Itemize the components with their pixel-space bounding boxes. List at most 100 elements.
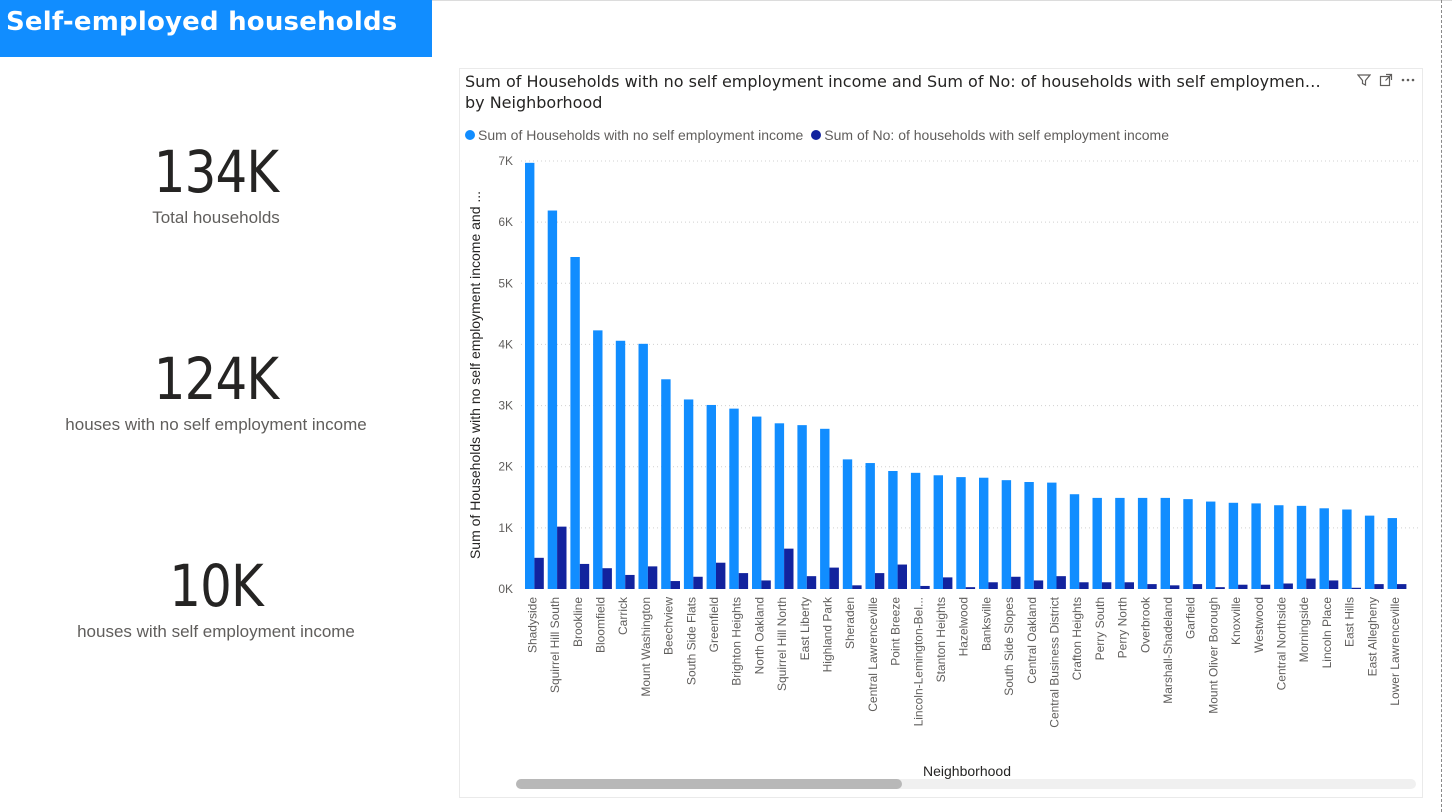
bar bbox=[988, 582, 998, 589]
x-tick-label: Lower Lawrenceville bbox=[1388, 597, 1402, 706]
bar bbox=[683, 399, 694, 589]
card-total-households[interactable]: 134K Total households bbox=[0, 140, 432, 228]
card-label: houses with no self employment income bbox=[65, 415, 367, 434]
bar bbox=[1228, 502, 1239, 589]
legend-dot-dark-blue bbox=[811, 130, 822, 140]
bar bbox=[797, 425, 807, 589]
bar bbox=[534, 557, 544, 589]
chart-visual[interactable]: Sum of Households with no self employmen… bbox=[459, 68, 1423, 798]
focus-mode-icon[interactable] bbox=[1378, 73, 1394, 91]
bar bbox=[1147, 584, 1157, 589]
bar bbox=[865, 463, 875, 589]
card-label: Total households bbox=[152, 208, 280, 227]
bar bbox=[774, 423, 785, 589]
x-tick-label: Central Northside bbox=[1275, 597, 1289, 691]
y-tick-label: 1K bbox=[498, 521, 513, 535]
bar bbox=[1011, 576, 1021, 589]
bar bbox=[933, 475, 943, 589]
bar bbox=[761, 580, 771, 589]
bar bbox=[661, 379, 671, 589]
x-tick-label: Mount Washington bbox=[639, 597, 653, 697]
bar bbox=[1033, 580, 1044, 589]
bar bbox=[956, 477, 966, 589]
card-value: 124K bbox=[153, 345, 279, 413]
bar bbox=[706, 404, 716, 589]
x-tick-label: Greenfield bbox=[707, 597, 721, 652]
bar bbox=[1183, 499, 1193, 589]
x-tick-label: Lincoln Place bbox=[1320, 597, 1334, 669]
bar bbox=[1001, 480, 1012, 589]
x-tick-label: Brighton Heights bbox=[730, 597, 744, 686]
x-tick-label: Banksville bbox=[979, 597, 993, 651]
bar bbox=[638, 343, 648, 589]
bar bbox=[1056, 576, 1066, 589]
bar bbox=[1328, 580, 1339, 589]
x-tick-label: Knoxville bbox=[1229, 597, 1243, 645]
y-tick-label: 4K bbox=[498, 337, 513, 351]
bar bbox=[965, 587, 976, 589]
bar bbox=[1274, 505, 1284, 589]
bar bbox=[615, 340, 626, 589]
filter-icon[interactable] bbox=[1356, 73, 1372, 91]
x-tick-label: Lincoln-Lemington-Bel... bbox=[911, 597, 925, 726]
more-options-icon[interactable] bbox=[1400, 73, 1416, 91]
bar bbox=[1397, 584, 1407, 589]
bar bbox=[806, 576, 817, 589]
bar bbox=[579, 563, 590, 589]
bar bbox=[729, 408, 739, 589]
x-tick-label: South Side Flats bbox=[684, 597, 698, 685]
bar bbox=[1170, 585, 1180, 589]
x-tick-label: Mount Oliver Borough bbox=[1206, 597, 1220, 714]
card-self-employment[interactable]: 10K houses with self employment income bbox=[0, 554, 432, 642]
x-tick-label: Beechview bbox=[662, 597, 676, 655]
x-tick-label: Point Breeze bbox=[889, 597, 903, 666]
bar bbox=[874, 573, 885, 589]
x-tick-label: Stanton Heights bbox=[934, 597, 948, 682]
bar bbox=[1351, 587, 1361, 589]
y-tick-label: 0K bbox=[498, 582, 513, 596]
x-tick-label: Squirrel Hill North bbox=[775, 597, 789, 691]
bar bbox=[1238, 584, 1248, 589]
bar bbox=[1115, 497, 1125, 589]
x-tick-label: Crafton Heights bbox=[1070, 597, 1084, 680]
legend-item-no-self-employment[interactable]: Sum of Households with no self employmen… bbox=[465, 127, 803, 143]
bar bbox=[1024, 482, 1034, 589]
bar bbox=[910, 472, 921, 589]
bar bbox=[647, 566, 658, 589]
bar bbox=[670, 581, 680, 589]
bar bbox=[1387, 518, 1397, 589]
bar bbox=[1092, 497, 1102, 589]
card-no-self-employment[interactable]: 124K houses with no self employment inco… bbox=[0, 347, 432, 435]
x-tick-label: East Hills bbox=[1343, 597, 1357, 647]
bar bbox=[1251, 503, 1261, 589]
bar bbox=[829, 567, 839, 589]
bar bbox=[1206, 501, 1216, 589]
x-tick-label: Hazelwood bbox=[957, 597, 971, 656]
bar bbox=[1047, 482, 1057, 589]
bar bbox=[1364, 515, 1375, 589]
bar bbox=[1124, 582, 1134, 589]
horizontal-scrollbar[interactable] bbox=[516, 779, 1416, 789]
bar bbox=[593, 330, 603, 589]
page-banner: Self-employed households bbox=[0, 0, 432, 57]
legend-item-self-employment[interactable]: Sum of No: of households with self emplo… bbox=[811, 127, 1169, 143]
x-tick-label: East Allegheny bbox=[1365, 597, 1379, 676]
x-tick-label: Westwood bbox=[1252, 597, 1266, 653]
bar bbox=[557, 526, 567, 589]
scrollbar-thumb[interactable] bbox=[516, 779, 902, 789]
bar bbox=[1079, 582, 1089, 589]
bar-chart: 0K 1K 2K 3K 4K 5K 6K 7K Sum of Households with n… bbox=[467, 154, 1420, 779]
x-tick-label: Perry North bbox=[1116, 597, 1130, 658]
bar bbox=[570, 256, 580, 589]
bar bbox=[693, 576, 703, 589]
legend-dot-light-blue bbox=[465, 130, 475, 140]
y-tick-label: 6K bbox=[498, 215, 513, 229]
bar bbox=[1306, 578, 1316, 589]
x-axis-title: Neighborhood bbox=[923, 763, 1011, 779]
chart-title: Sum of Households with no self employmen… bbox=[465, 72, 1321, 112]
y-axis-title: Sum of Households with no self employmen… bbox=[467, 191, 483, 559]
y-tick-label: 2K bbox=[498, 460, 513, 474]
x-tick-label: Morningside bbox=[1297, 597, 1311, 663]
bar bbox=[1160, 497, 1170, 589]
bar bbox=[920, 585, 930, 589]
